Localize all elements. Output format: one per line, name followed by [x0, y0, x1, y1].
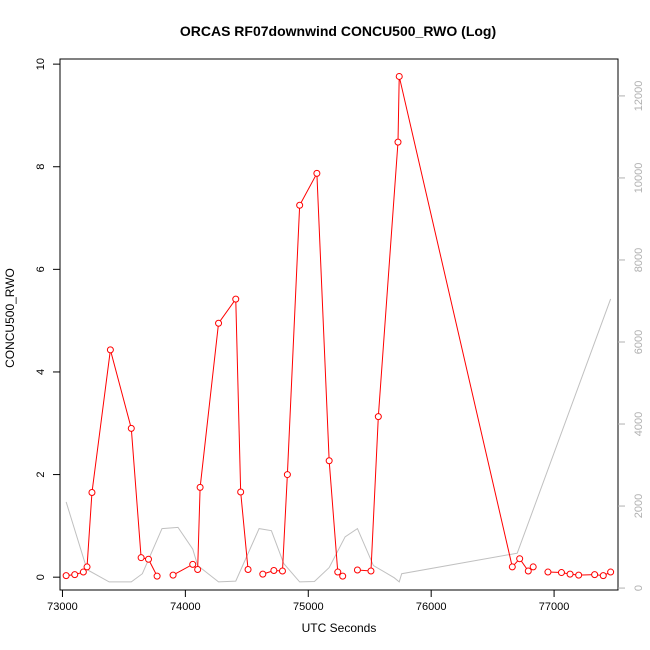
data-point: [215, 319, 223, 327]
data-point: [196, 483, 204, 491]
y2-tick-label: 4000: [633, 412, 645, 436]
data-point: [339, 572, 347, 580]
data-point: [529, 563, 537, 571]
y2-tick-label: 10000: [633, 163, 645, 194]
primary-series-line: [357, 76, 534, 572]
data-point: [127, 424, 135, 432]
data-point: [296, 201, 304, 209]
data-point: [71, 571, 79, 579]
data-point: [153, 572, 161, 580]
data-point: [83, 563, 91, 571]
data-point: [395, 72, 403, 80]
data-point: [325, 457, 333, 465]
y-tick-label: 6: [35, 266, 47, 272]
data-point: [566, 570, 574, 578]
secondary-series: [65, 298, 612, 583]
data-point: [508, 563, 516, 571]
data-point: [259, 570, 267, 578]
x-tick-label: 73000: [47, 601, 78, 613]
data-point: [79, 568, 87, 576]
data-point: [137, 554, 145, 562]
chart-title: ORCAS RF07downwind CONCU500_RWO (Log): [180, 23, 496, 39]
data-point: [313, 169, 321, 177]
data-point: [524, 567, 532, 575]
data-point: [367, 567, 375, 575]
plot-frame: [59, 58, 619, 591]
data-point: [283, 471, 291, 479]
x-axis-label: UTC Seconds: [302, 621, 377, 635]
data-point: [394, 138, 402, 146]
x-tick-label: 75000: [293, 601, 324, 613]
x-tick-label: 74000: [170, 601, 201, 613]
data-point: [516, 555, 524, 563]
data-point: [599, 572, 607, 580]
secondary-series-line: [65, 298, 612, 583]
data-point: [557, 569, 565, 577]
data-point: [278, 567, 286, 575]
x-axis: 73000 74000 75000 76000 77000: [47, 590, 569, 613]
data-point: [169, 571, 177, 579]
data-point: [194, 565, 202, 573]
y2-tick-label: 0: [633, 585, 645, 591]
y-tick-label: 8: [35, 164, 47, 170]
data-point: [544, 568, 552, 576]
y-tick-label: 2: [35, 472, 47, 478]
data-point: [374, 413, 382, 421]
data-point: [334, 568, 342, 576]
data-point: [575, 571, 583, 579]
y-axis-label: CONCU500_RWO: [3, 268, 17, 368]
primary-series-line: [262, 171, 344, 577]
data-point: [353, 566, 361, 574]
y2-tick-label: 8000: [633, 248, 645, 272]
primary-series-line: [172, 297, 249, 576]
y-tick-label: 10: [35, 58, 47, 70]
data-point: [88, 489, 96, 497]
y-axis-right: 0 2000 4000 6000 8000 10000 12000: [618, 81, 645, 591]
primary-series-line: [66, 349, 158, 577]
data-point: [270, 567, 278, 575]
x-tick-label: 76000: [416, 601, 447, 613]
y2-tick-label: 2000: [633, 494, 645, 518]
data-point: [244, 565, 252, 573]
data-point: [189, 560, 197, 568]
y2-tick-label: 12000: [633, 81, 645, 112]
y-axis-left: 0 2 4 6 8 10: [35, 58, 60, 580]
data-point: [237, 488, 245, 496]
data-point: [106, 346, 114, 354]
y-tick-label: 4: [35, 369, 47, 375]
y-tick-label: 0: [35, 574, 47, 580]
data-point: [62, 572, 70, 580]
primary-series: [62, 72, 615, 580]
data-point: [232, 295, 240, 303]
y2-tick-label: 6000: [633, 330, 645, 354]
x-tick-label: 77000: [539, 601, 570, 613]
data-point: [607, 568, 615, 576]
data-point: [591, 571, 599, 579]
data-point: [144, 555, 152, 563]
